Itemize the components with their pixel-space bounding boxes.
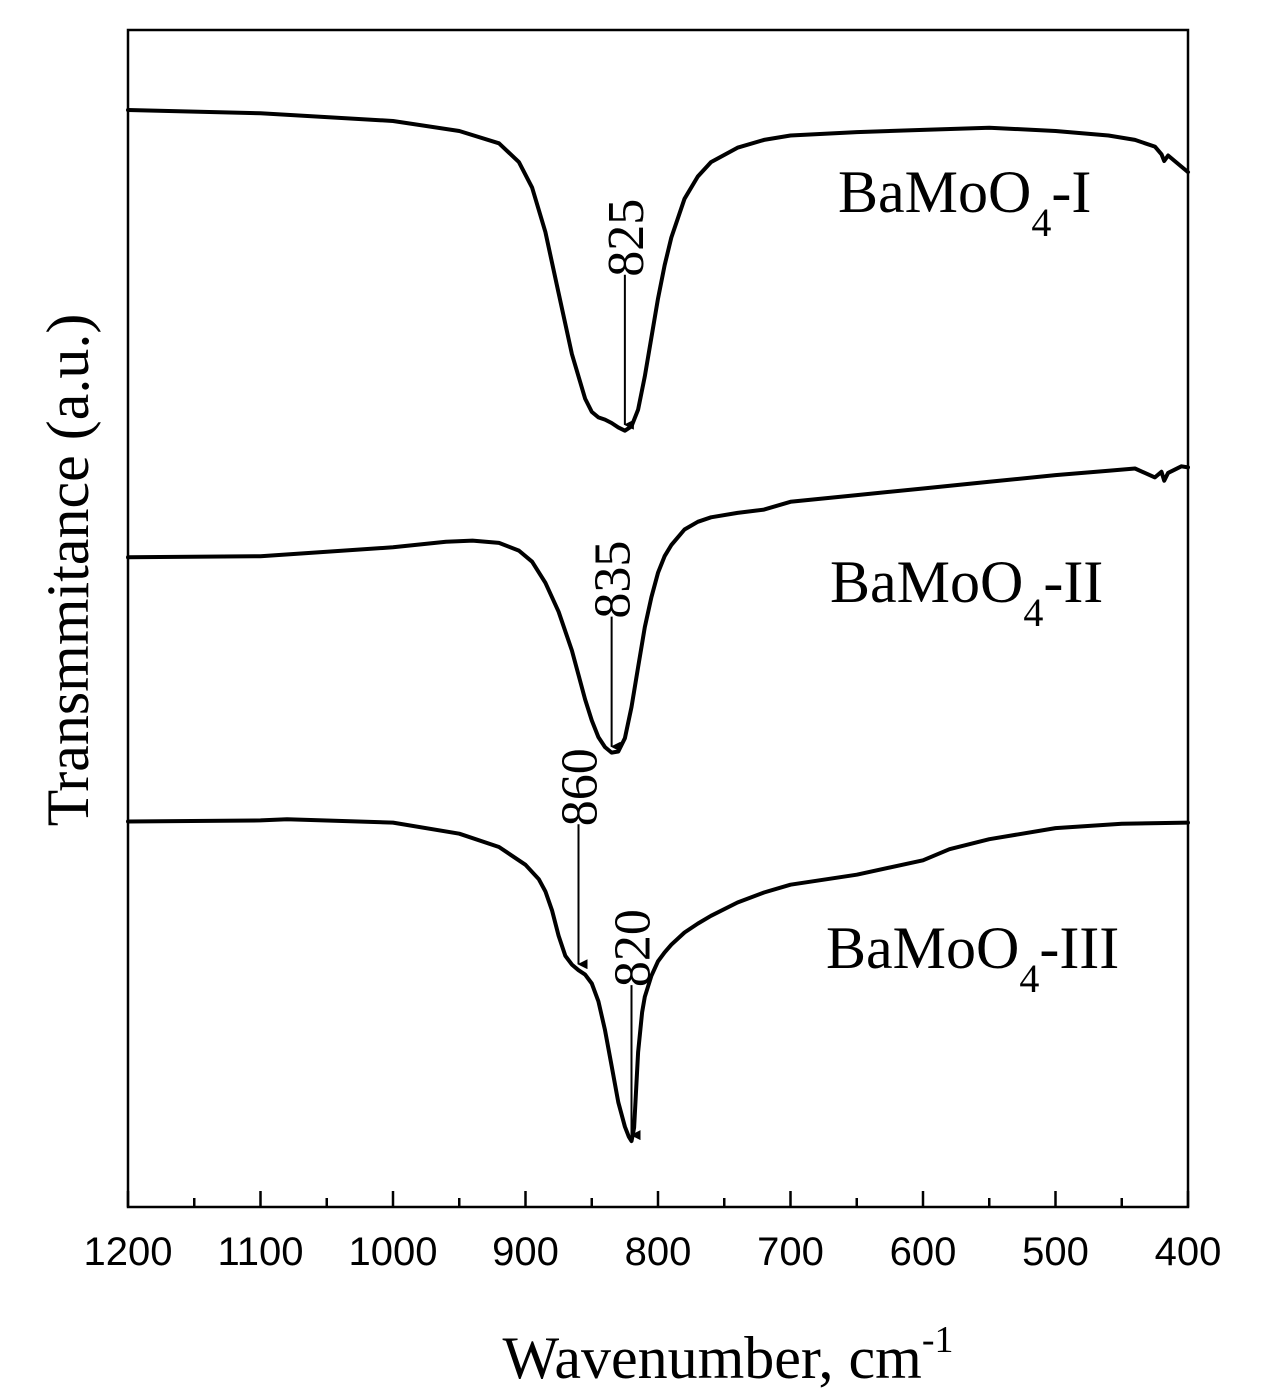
series-label-name: BaMoO: [838, 159, 1031, 225]
series-label-subscript: 4: [1031, 200, 1051, 245]
series-label-suffix: -I: [1051, 159, 1091, 225]
series-label-suffix: -III: [1039, 915, 1119, 981]
x-tick-label: 900: [492, 1230, 559, 1274]
series-lines: [126, 108, 1190, 1144]
series-line-1: [126, 108, 1190, 433]
series-line-3: [126, 817, 1190, 1144]
peak-annotations: 825 835 860 820: [552, 199, 662, 1141]
y-axis-title: Transmmitance (a.u.): [35, 314, 101, 827]
series-label-suffix: -II: [1043, 549, 1103, 615]
series-label-2: BaMoO4-II: [830, 549, 1103, 635]
series-label-name: BaMoO: [826, 915, 1019, 981]
x-axis-title-text: Wavenumber, cm: [503, 1325, 922, 1391]
x-tick-label: 1000: [349, 1230, 438, 1274]
x-tick-label: 700: [757, 1230, 824, 1274]
x-tick-label: 600: [890, 1230, 957, 1274]
x-axis-title: Wavenumber, cm-1: [503, 1319, 954, 1391]
x-axis-ticks: 1200 1100 1000 900 800 700 600 500 400: [84, 1191, 1222, 1274]
x-tick-label: 800: [625, 1230, 692, 1274]
series-label-subscript: 4: [1023, 590, 1043, 635]
x-axis-title-superscript: -1: [922, 1319, 954, 1361]
series-label-3: BaMoO4-III: [826, 915, 1119, 1001]
series-label-name: BaMoO: [830, 549, 1023, 615]
x-tick-label: 1100: [217, 1230, 303, 1274]
peak-label-825: 825: [598, 199, 655, 277]
series-line-2: [126, 464, 1190, 755]
series-label-1: BaMoO4-I: [838, 159, 1091, 245]
x-tick-label: 500: [1022, 1230, 1089, 1274]
peak-label-820: 820: [605, 909, 662, 987]
x-tick-label: 400: [1155, 1230, 1222, 1274]
series-label-subscript: 4: [1019, 956, 1039, 1001]
peak-label-835: 835: [585, 541, 642, 619]
peak-label-860: 860: [552, 748, 609, 826]
x-tick-label: 1200: [84, 1230, 173, 1274]
